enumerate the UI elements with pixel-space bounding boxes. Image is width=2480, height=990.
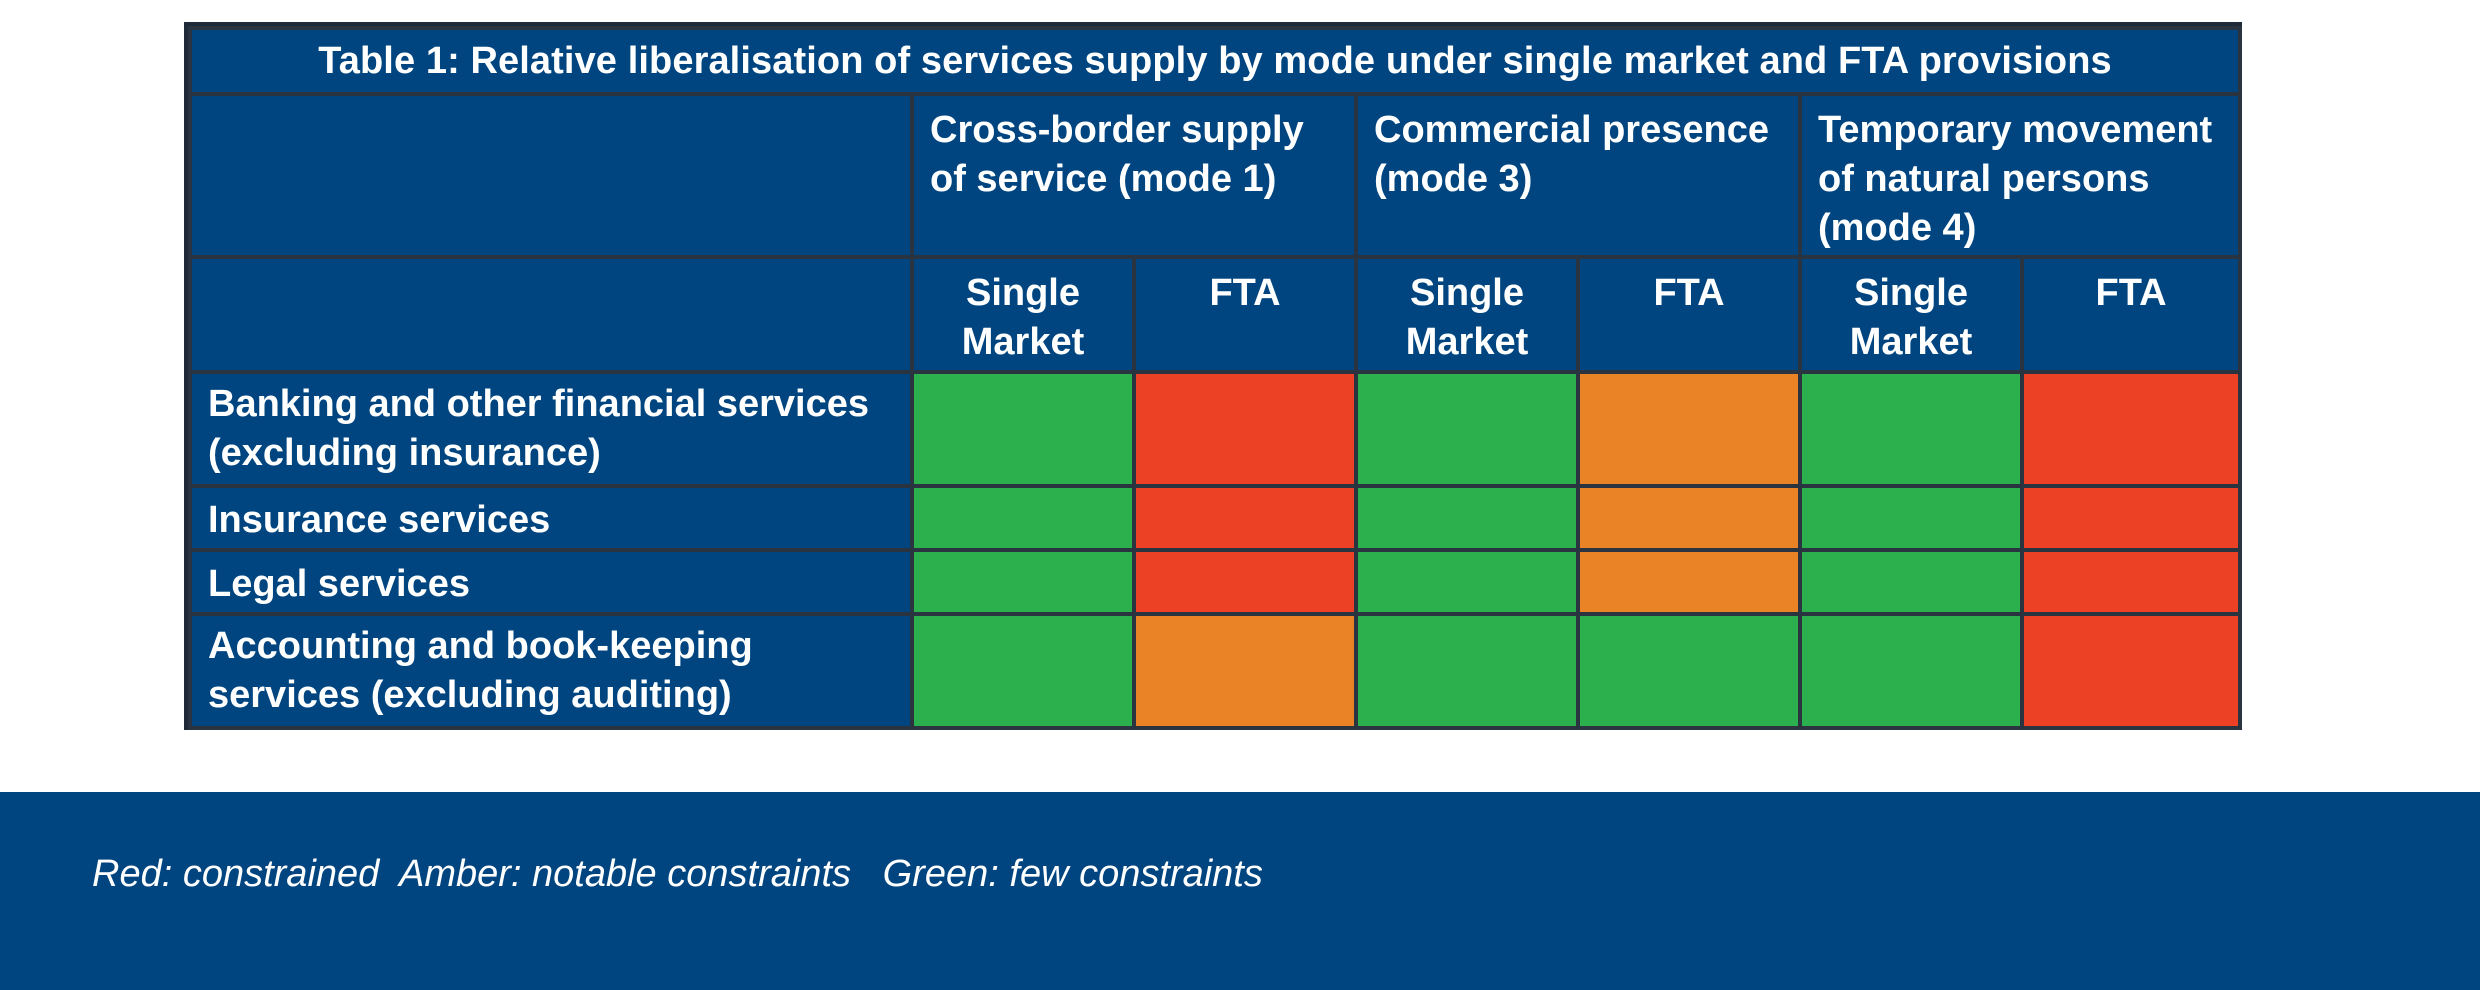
status-cell-red: [2019, 548, 2243, 616]
row-label-legal: Legal services: [188, 548, 914, 616]
table-row-accounting: Accounting and book-keeping services (ex…: [188, 612, 2243, 730]
status-cell-green: [910, 548, 1136, 616]
status-cell-green: [910, 612, 1136, 730]
mode-header-3: Commercial presence (mode 3): [1354, 92, 1802, 259]
status-cell-red: [1132, 548, 1358, 616]
table-grid: Table 1: Relative liberalisation of serv…: [187, 26, 2243, 730]
status-cell-green: [1798, 370, 2024, 488]
row-label-banking: Banking and other financial services (ex…: [188, 370, 914, 488]
status-cell-red: [2019, 370, 2243, 488]
subheader-mode1-fta: FTA: [1132, 255, 1358, 374]
status-cell-amber: [1576, 370, 1802, 488]
table-row-insurance: Insurance services: [188, 484, 2243, 552]
status-cell-green: [1798, 484, 2024, 552]
services-liberalisation-table: Table 1: Relative liberalisation of serv…: [184, 22, 2243, 730]
header-blank-cell: [188, 92, 914, 259]
status-cell-green: [910, 484, 1136, 552]
table-row-legal: Legal services: [188, 548, 2243, 616]
mode-header-4: Temporary movement of natural persons (m…: [1797, 92, 2243, 259]
status-cell-green: [1354, 612, 1580, 730]
status-cell-red: [1132, 370, 1358, 488]
status-cell-red: [2019, 612, 2243, 730]
subheader-blank-cell: [188, 255, 914, 374]
row-label-insurance: Insurance services: [188, 484, 914, 552]
status-cell-red: [2019, 484, 2243, 552]
status-cell-green: [1354, 370, 1580, 488]
status-cell-green: [1354, 548, 1580, 616]
subheader-mode3-fta: FTA: [1576, 255, 1802, 374]
status-cell-amber: [1132, 612, 1358, 730]
subheader-mode4-fta: FTA: [2019, 255, 2243, 374]
status-cell-green: [1798, 612, 2024, 730]
table-row-banking: Banking and other financial services (ex…: [188, 370, 2243, 488]
subheader-mode3-single-market: Single Market: [1354, 255, 1580, 374]
status-cell-red: [1132, 484, 1358, 552]
subheader-mode4-single-market: Single Market: [1798, 255, 2024, 374]
status-cell-green: [1354, 484, 1580, 552]
table-title: Table 1: Relative liberalisation of serv…: [187, 26, 2243, 96]
legend-text: Red: constrained Amber: notable constrai…: [92, 853, 1263, 895]
subheader-mode1-single-market: Single Market: [910, 255, 1136, 374]
mode-header-1: Cross-border supply of service (mode 1): [910, 92, 1358, 259]
status-cell-green: [1576, 612, 1802, 730]
status-cell-green: [910, 370, 1136, 488]
status-cell-amber: [1576, 484, 1802, 552]
status-cell-amber: [1576, 548, 1802, 616]
row-label-accounting: Accounting and book-keeping services (ex…: [188, 612, 914, 730]
legend-footer: Red: constrained Amber: notable constrai…: [0, 792, 2480, 990]
status-cell-green: [1798, 548, 2024, 616]
